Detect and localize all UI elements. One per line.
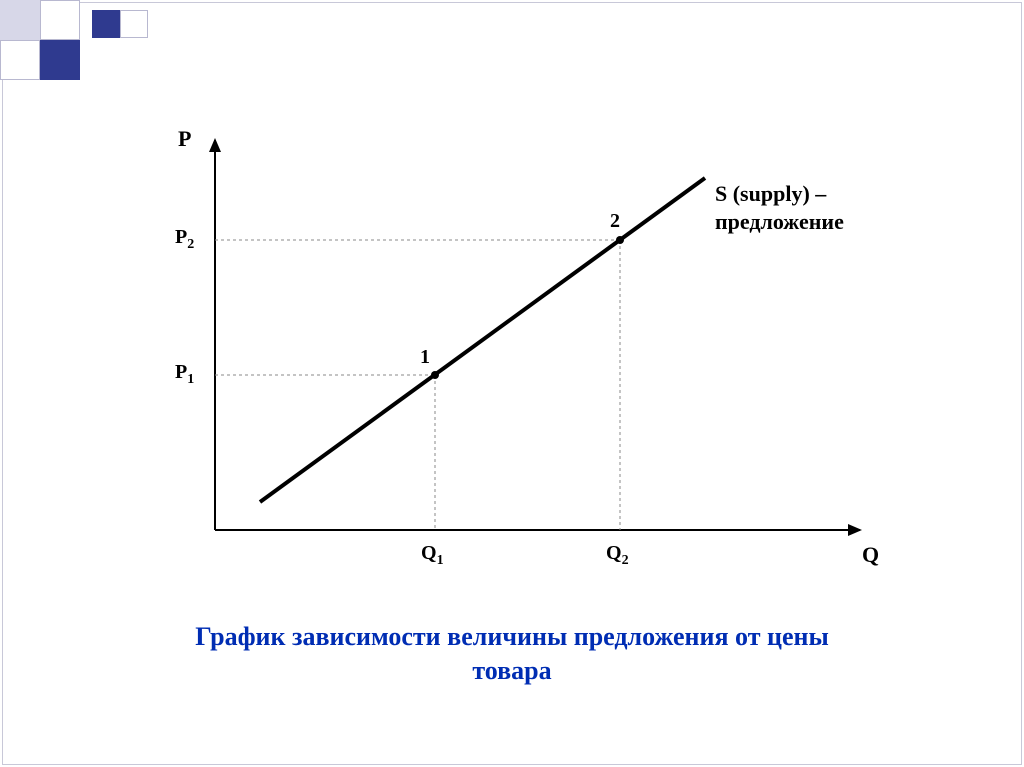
caption-line2: товара [162, 654, 862, 688]
supply-curve-label: S (supply) –предложение [715, 180, 844, 235]
y-tick-1: P1 [175, 361, 194, 388]
point-label-2: 2 [610, 210, 620, 233]
caption-line1: График зависимости величины предложения … [162, 620, 862, 654]
y-tick-2: P2 [175, 226, 194, 253]
x-tick-2: Q2 [606, 542, 629, 569]
x-tick-1: Q1 [421, 542, 444, 569]
deco-square [40, 0, 80, 40]
point-label-1: 1 [420, 346, 430, 369]
deco-square [0, 0, 40, 40]
chart-caption: График зависимости величины предложения … [162, 620, 862, 688]
deco-square [40, 40, 80, 80]
deco-square [120, 10, 148, 38]
deco-square [92, 10, 120, 38]
supply-chart: 1P1Q12P2Q2PQS (supply) –предложение [160, 130, 900, 590]
y-axis-label: P [178, 126, 191, 152]
deco-square [0, 40, 40, 80]
x-axis-label: Q [862, 542, 879, 568]
